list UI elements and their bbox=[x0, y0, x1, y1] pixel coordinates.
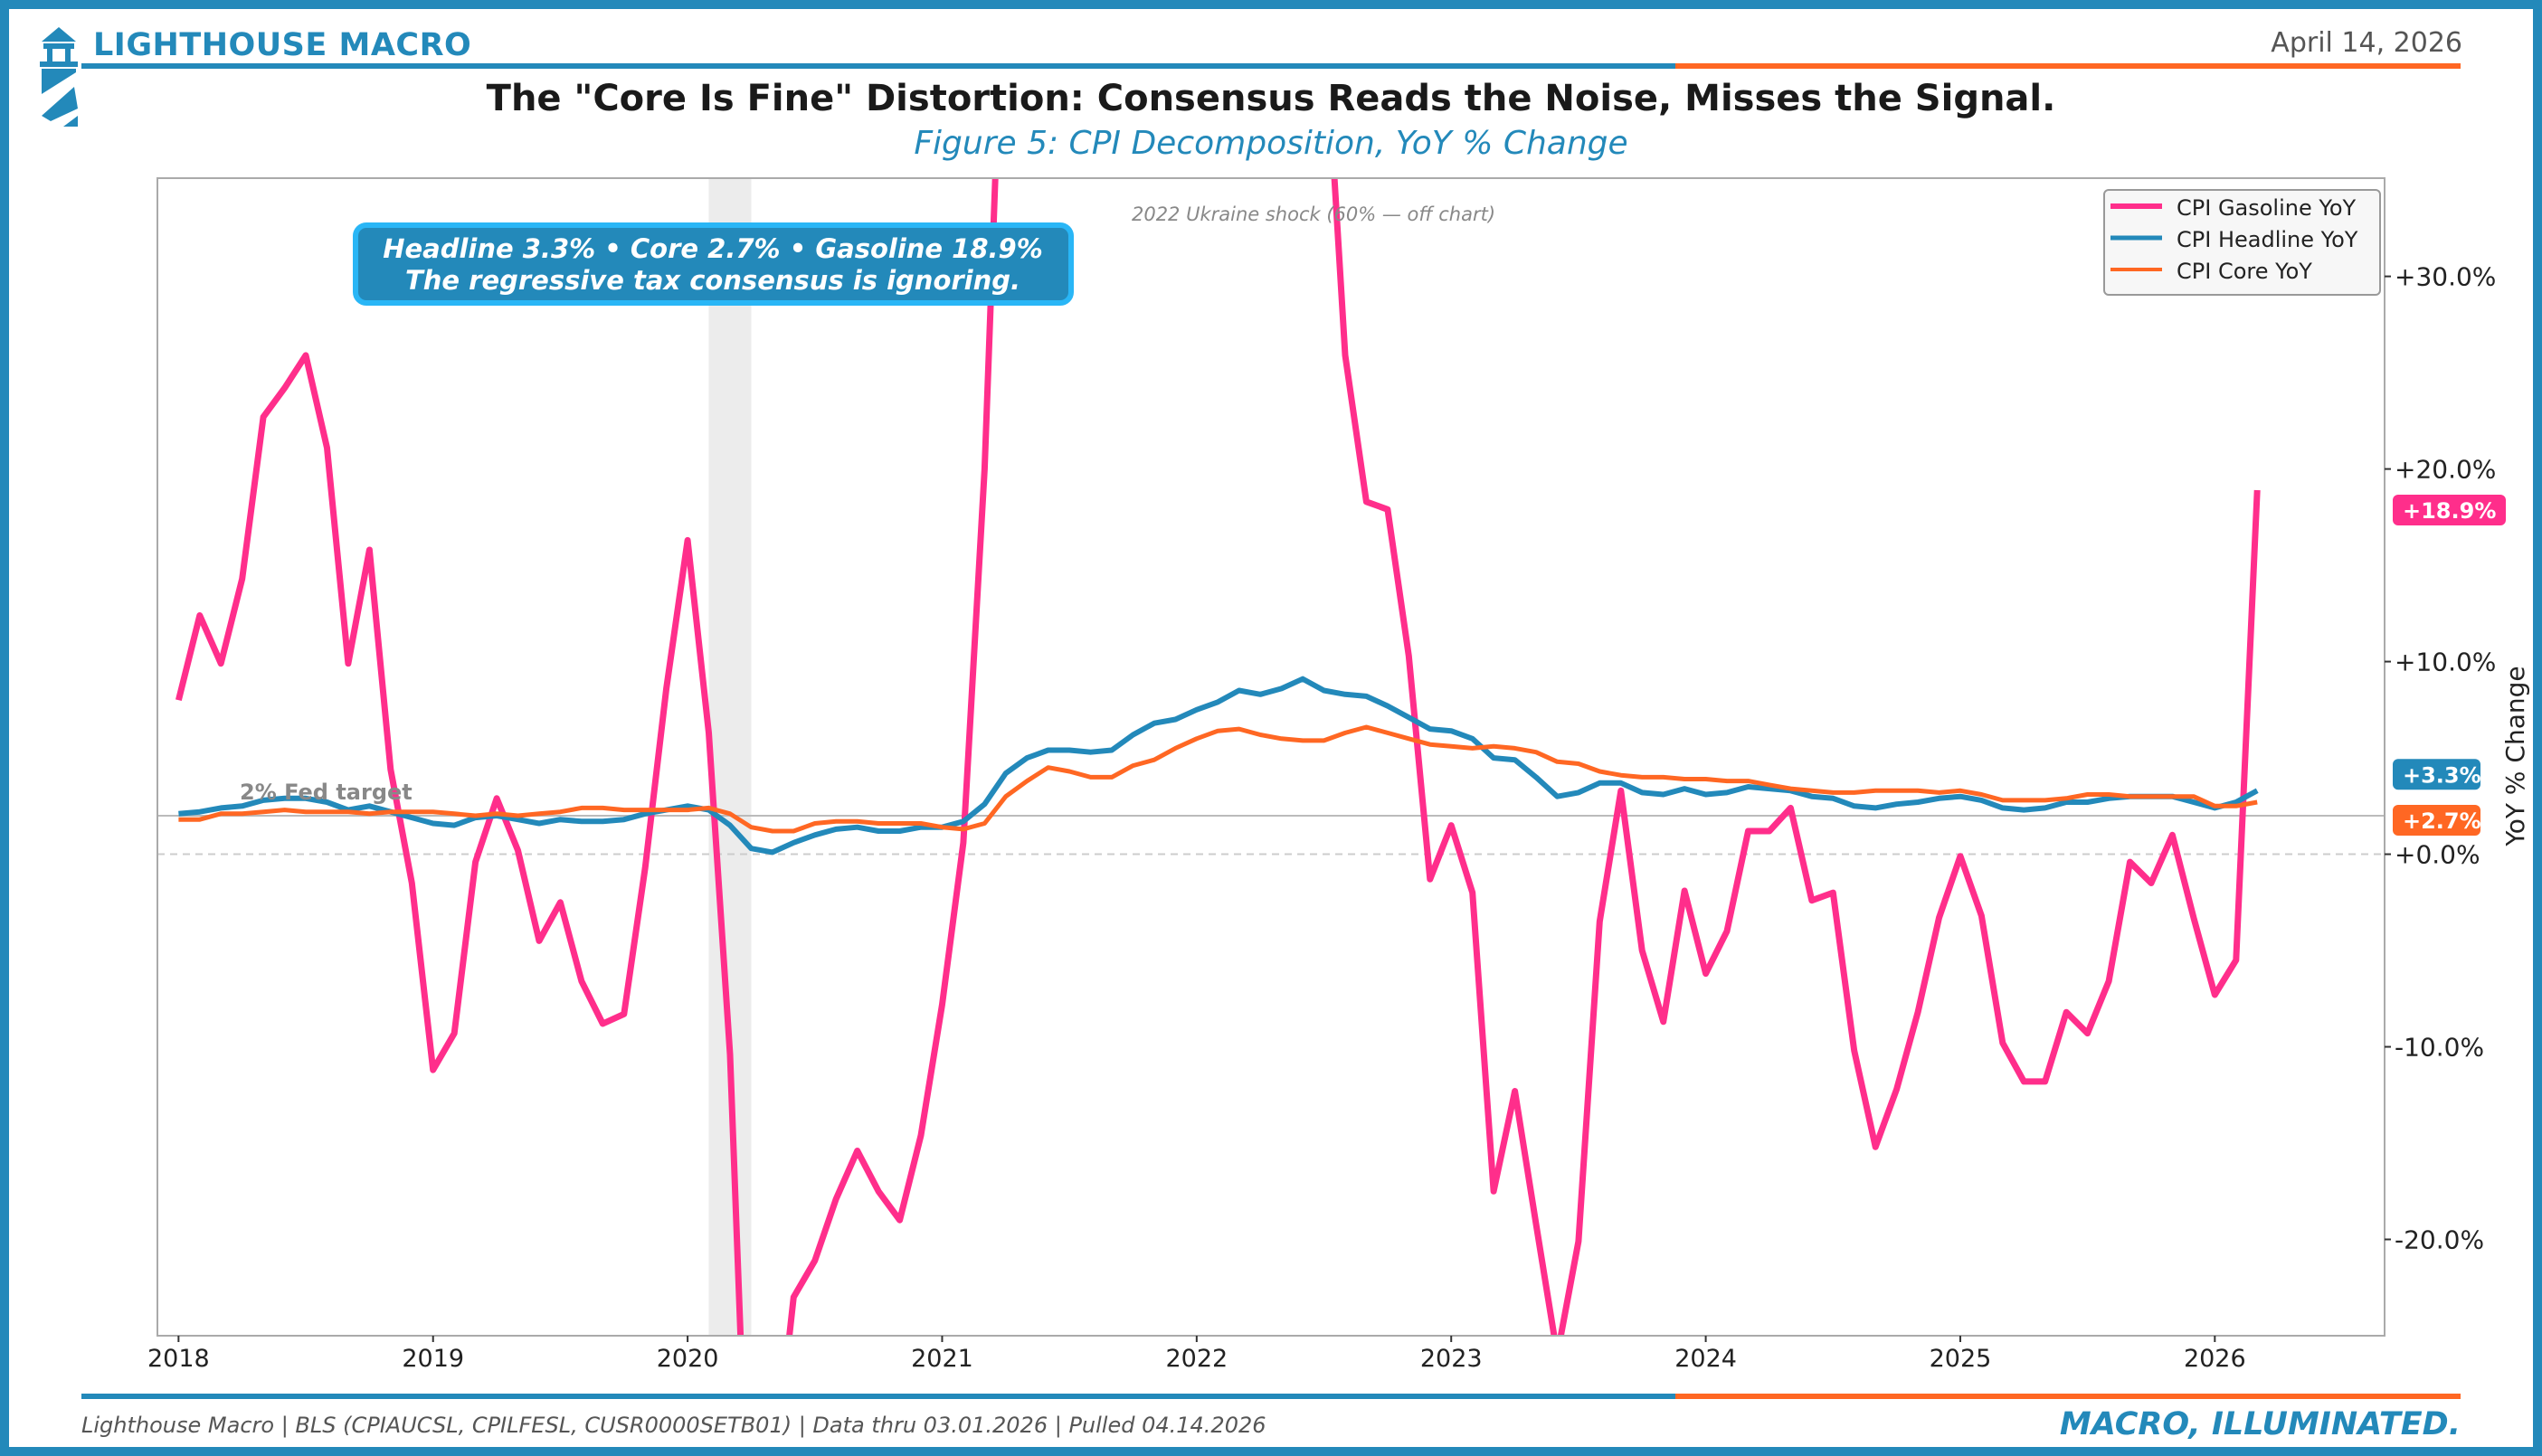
x-tick-label: 2019 bbox=[402, 1345, 464, 1373]
x-tick-label: 2022 bbox=[1165, 1345, 1228, 1373]
end-label-gasoline: +18.9% bbox=[2393, 495, 2506, 526]
end-label-core: +2.7% bbox=[2393, 805, 2481, 837]
end-label-headline: +3.3% bbox=[2393, 759, 2481, 790]
legend-label-gasoline: CPI Gasoline YoY bbox=[2177, 195, 2357, 221]
footer-tagline: MACRO, ILLUMINATED. bbox=[2059, 1406, 2461, 1442]
end-label-text: +3.3% bbox=[2403, 762, 2481, 788]
x-tick-label: 2026 bbox=[2184, 1345, 2246, 1373]
end-label-badge bbox=[2393, 805, 2480, 837]
end-label-text: +2.7% bbox=[2403, 808, 2481, 834]
footer-rule-blue bbox=[81, 1394, 1675, 1399]
y-tick-label: +20.0% bbox=[2395, 455, 2496, 485]
y-axis-label: YoY % Change bbox=[2500, 666, 2530, 846]
ukraine-annotation: 2022 Ukraine shock (60% — off chart) bbox=[1132, 203, 1495, 225]
legend: CPI Gasoline YoY CPI Headline YoY CPI Co… bbox=[2103, 189, 2381, 296]
lighthouse-logo-icon bbox=[40, 27, 78, 127]
y-tick-label: -10.0% bbox=[2395, 1033, 2484, 1063]
x-tick-label: 2020 bbox=[657, 1345, 719, 1373]
chart-title: The "Core Is Fine" Distortion: Consensus… bbox=[486, 78, 2056, 119]
x-tick-label: 2018 bbox=[147, 1345, 210, 1373]
x-tick-label: 2021 bbox=[911, 1345, 973, 1373]
callout-line-1: Headline 3.3% • Core 2.7% • Gasoline 18.… bbox=[383, 233, 1043, 264]
x-tick-label: 2025 bbox=[1930, 1345, 1992, 1373]
plot-frame bbox=[157, 177, 2385, 1337]
y-tick-label: +0.0% bbox=[2395, 840, 2480, 870]
callout-box: Headline 3.3% • Core 2.7% • Gasoline 18.… bbox=[353, 222, 1074, 306]
y-tick-label: +10.0% bbox=[2395, 648, 2496, 677]
header-rule-blue bbox=[81, 63, 1675, 69]
footer-rule-orange bbox=[1675, 1394, 2461, 1399]
y-tick-label: +30.0% bbox=[2395, 262, 2496, 292]
x-tick-label: 2024 bbox=[1674, 1345, 1737, 1373]
end-label-badge bbox=[2393, 759, 2480, 790]
recession-shade bbox=[708, 178, 752, 1336]
header-rule-orange bbox=[1675, 63, 2461, 69]
series-line-headline bbox=[178, 676, 2259, 856]
report-date: April 14, 2026 bbox=[2271, 27, 2462, 59]
series-line-core bbox=[178, 724, 2258, 834]
x-tick-label: 2023 bbox=[1420, 1345, 1483, 1373]
end-label-badge bbox=[2393, 495, 2506, 526]
y-tick-label: -20.0% bbox=[2395, 1225, 2484, 1255]
legend-label-headline: CPI Headline YoY bbox=[2177, 227, 2358, 252]
callout-line-2: The regressive tax consensus is ignoring… bbox=[405, 265, 1020, 296]
brand-name: LIGHTHOUSE MACRO bbox=[93, 27, 472, 63]
chart-subtitle: Figure 5: CPI Decomposition, YoY % Chang… bbox=[914, 125, 1628, 162]
series-line-gasoline bbox=[175, 178, 2261, 1336]
fed-target-label: 2% Fed target bbox=[240, 780, 413, 805]
footer-source: Lighthouse Macro | BLS (CPIAUCSL, CPILFE… bbox=[81, 1413, 1266, 1438]
end-label-text: +18.9% bbox=[2403, 498, 2496, 524]
legend-label-core: CPI Core YoY bbox=[2177, 259, 2312, 284]
